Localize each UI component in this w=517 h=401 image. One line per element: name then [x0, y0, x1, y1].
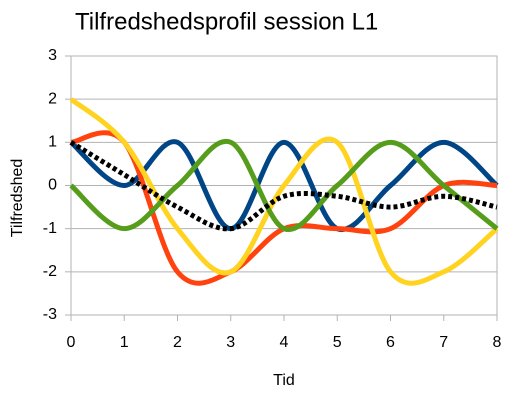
x-tick-label: 6 — [386, 334, 395, 351]
x-tick-label: 1 — [120, 334, 129, 351]
x-tick-label: 7 — [439, 334, 448, 351]
series-line — [69, 97, 499, 286]
x-tick-label: 3 — [226, 334, 235, 351]
x-tick-label: 2 — [173, 334, 182, 351]
chart-title: Tilfredshedsprofil session L1 — [75, 8, 378, 35]
y-tick-label: 2 — [48, 90, 57, 107]
y-tick-label: 1 — [48, 134, 57, 151]
y-axis-label: Tilfredshed — [9, 159, 26, 238]
y-tick-label: 0 — [48, 177, 57, 194]
x-tick-label: 4 — [280, 334, 289, 351]
series-line — [69, 139, 499, 233]
y-tick-label: -1 — [43, 220, 57, 237]
y-tick-label: 3 — [48, 47, 57, 64]
series-line — [69, 140, 498, 232]
series-line — [70, 130, 498, 286]
y-tick-label: -2 — [43, 263, 57, 280]
x-tick-label: 8 — [493, 334, 502, 351]
x-tick-label: 0 — [67, 334, 76, 351]
x-axis-label: Tid — [273, 372, 295, 389]
x-tick-label: 5 — [333, 334, 342, 351]
series-line — [69, 138, 499, 233]
y-tick-label: -3 — [43, 306, 57, 323]
